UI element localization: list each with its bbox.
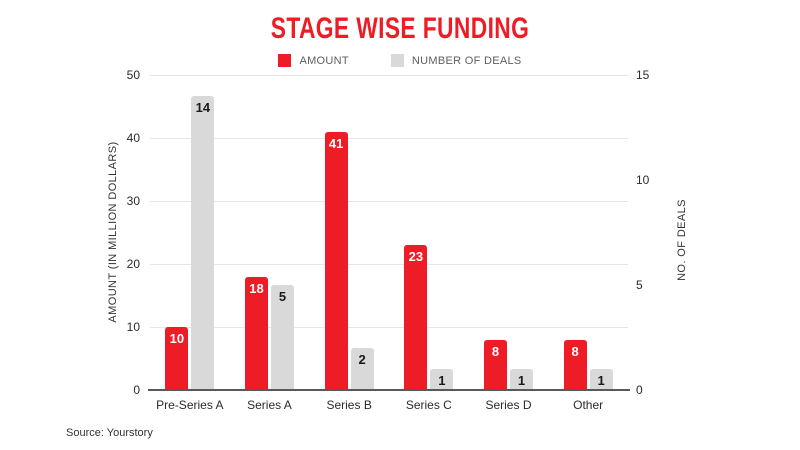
- bar-deals: 5: [271, 285, 294, 390]
- y-tick-label-left: 50: [126, 68, 140, 82]
- gridline: [150, 75, 628, 76]
- gridline: [150, 201, 628, 202]
- bar-deals: 1: [430, 369, 454, 390]
- x-category-label: Series A: [247, 398, 292, 412]
- y-tick-label-right: 0: [636, 383, 643, 397]
- legend-item-amount: AMOUNT: [278, 54, 349, 67]
- bar-value-label: 1: [438, 373, 446, 388]
- bar-value-label: 1: [597, 373, 605, 388]
- y-tick-label-left: 30: [126, 194, 140, 208]
- x-axis-line: [148, 389, 630, 391]
- bar-value-label: 8: [571, 343, 579, 359]
- legend-label-number-of-deals: NUMBER OF DEALS: [411, 54, 522, 67]
- x-category-label: Other: [573, 398, 604, 412]
- y-tick-label-right: 15: [636, 68, 650, 82]
- bar-value-label: 2: [358, 352, 366, 367]
- y-tick-label-left: 0: [133, 383, 140, 397]
- gridline: [150, 327, 628, 328]
- chart-title: STAGE WISE FUNDING: [270, 12, 530, 45]
- bar-amount: 8: [484, 339, 507, 390]
- bar-deals: 2: [350, 348, 374, 390]
- x-category-label: Series B: [326, 398, 372, 412]
- legend-item-number-of-deals: NUMBER OF DEALS: [390, 54, 522, 67]
- bar-value-label: 41: [328, 135, 344, 151]
- bar-amount: 41: [324, 131, 348, 390]
- y-tick-label-left: 10: [126, 320, 140, 334]
- bar-value-label: 18: [249, 280, 264, 296]
- bar-deals: 1: [510, 369, 533, 390]
- bar-value-label: 23: [408, 249, 424, 265]
- legend: AMOUNT NUMBER OF DEALS: [0, 54, 800, 67]
- bar-amount: 18: [245, 276, 268, 390]
- bar-value-label: 5: [278, 289, 287, 304]
- bar-value-label: 1: [517, 373, 526, 388]
- right-axis-title: NO. OF DEALS: [676, 199, 688, 281]
- bar-amount: 8: [563, 339, 587, 390]
- source-note: Source: Yourstory: [66, 427, 153, 439]
- amount-swatch-icon: [278, 54, 292, 67]
- x-category-label: Pre-Series A: [156, 398, 224, 412]
- bar-value-label: 8: [491, 343, 500, 359]
- bar-deals: 1: [589, 369, 613, 390]
- y-tick-label-right: 10: [636, 173, 650, 187]
- y-tick-label-left: 20: [126, 257, 140, 271]
- bar-deals: 14: [191, 96, 215, 390]
- bar-amount: 10: [165, 327, 189, 390]
- bar-amount: 23: [404, 245, 428, 390]
- y-tick-label-right: 5: [636, 278, 643, 292]
- gridline: [150, 138, 628, 139]
- bar-value-label: 14: [195, 100, 211, 115]
- x-category-label: Series D: [485, 398, 532, 412]
- legend-label-amount: AMOUNT: [299, 54, 349, 67]
- bar-value-label: 10: [169, 331, 185, 346]
- left-axis-title: AMOUNT (IN MILLION DOLLARS): [107, 141, 119, 323]
- y-tick-label-left: 40: [126, 131, 140, 145]
- x-category-label: Series C: [405, 398, 452, 412]
- gridline: [150, 264, 628, 265]
- deals-swatch-icon: [390, 54, 404, 67]
